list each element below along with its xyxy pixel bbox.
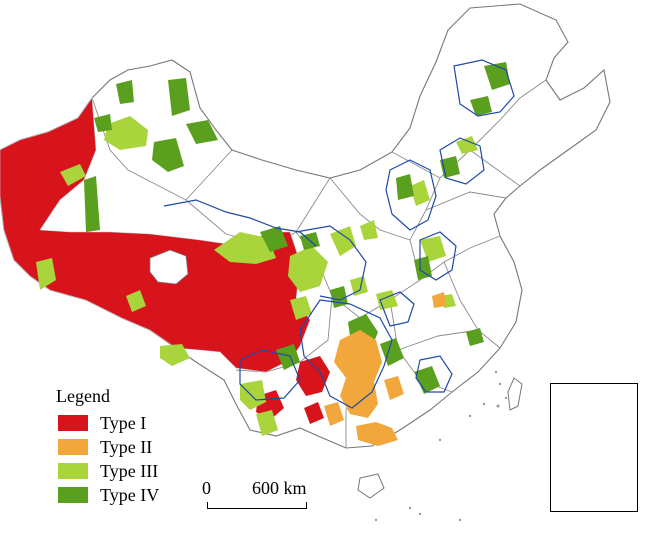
scale-zero-label: 0 bbox=[202, 478, 211, 498]
lake-hole bbox=[149, 249, 189, 285]
type-i-patch bbox=[304, 402, 324, 424]
legend-label: Type III bbox=[100, 460, 159, 481]
country-outline bbox=[0, 3, 611, 449]
taiwan-outline bbox=[507, 377, 523, 411]
scale-bar: 0 600 km bbox=[200, 478, 330, 514]
type-ii-patches bbox=[324, 292, 446, 446]
type-i-patch bbox=[296, 356, 330, 396]
legend-item-type-iv: Type IV bbox=[56, 483, 216, 507]
inset-map-frame bbox=[550, 383, 638, 512]
legend-item-type-i: Type I bbox=[56, 411, 216, 435]
hainan-outline bbox=[357, 473, 385, 499]
legend-item-type-ii: Type II bbox=[56, 435, 216, 459]
island-dots bbox=[374, 370, 508, 522]
legend-swatch bbox=[58, 463, 88, 479]
highlight-outlines bbox=[163, 59, 569, 409]
legend-item-type-iii: Type III bbox=[56, 459, 216, 483]
scale-distance-label: 600 km bbox=[252, 478, 307, 498]
legend-swatch bbox=[58, 415, 88, 431]
legend-title: Legend bbox=[56, 386, 110, 406]
legend-swatch bbox=[58, 487, 88, 503]
legend-swatch bbox=[58, 439, 88, 455]
legend-label: Type I bbox=[100, 412, 147, 433]
legend-label: Type II bbox=[100, 436, 153, 457]
legend-label: Type IV bbox=[100, 484, 160, 505]
legend: Legend Type I Type II Type III Type IV bbox=[56, 386, 216, 507]
type-iii-patches bbox=[36, 116, 478, 436]
scale-line bbox=[207, 502, 307, 509]
